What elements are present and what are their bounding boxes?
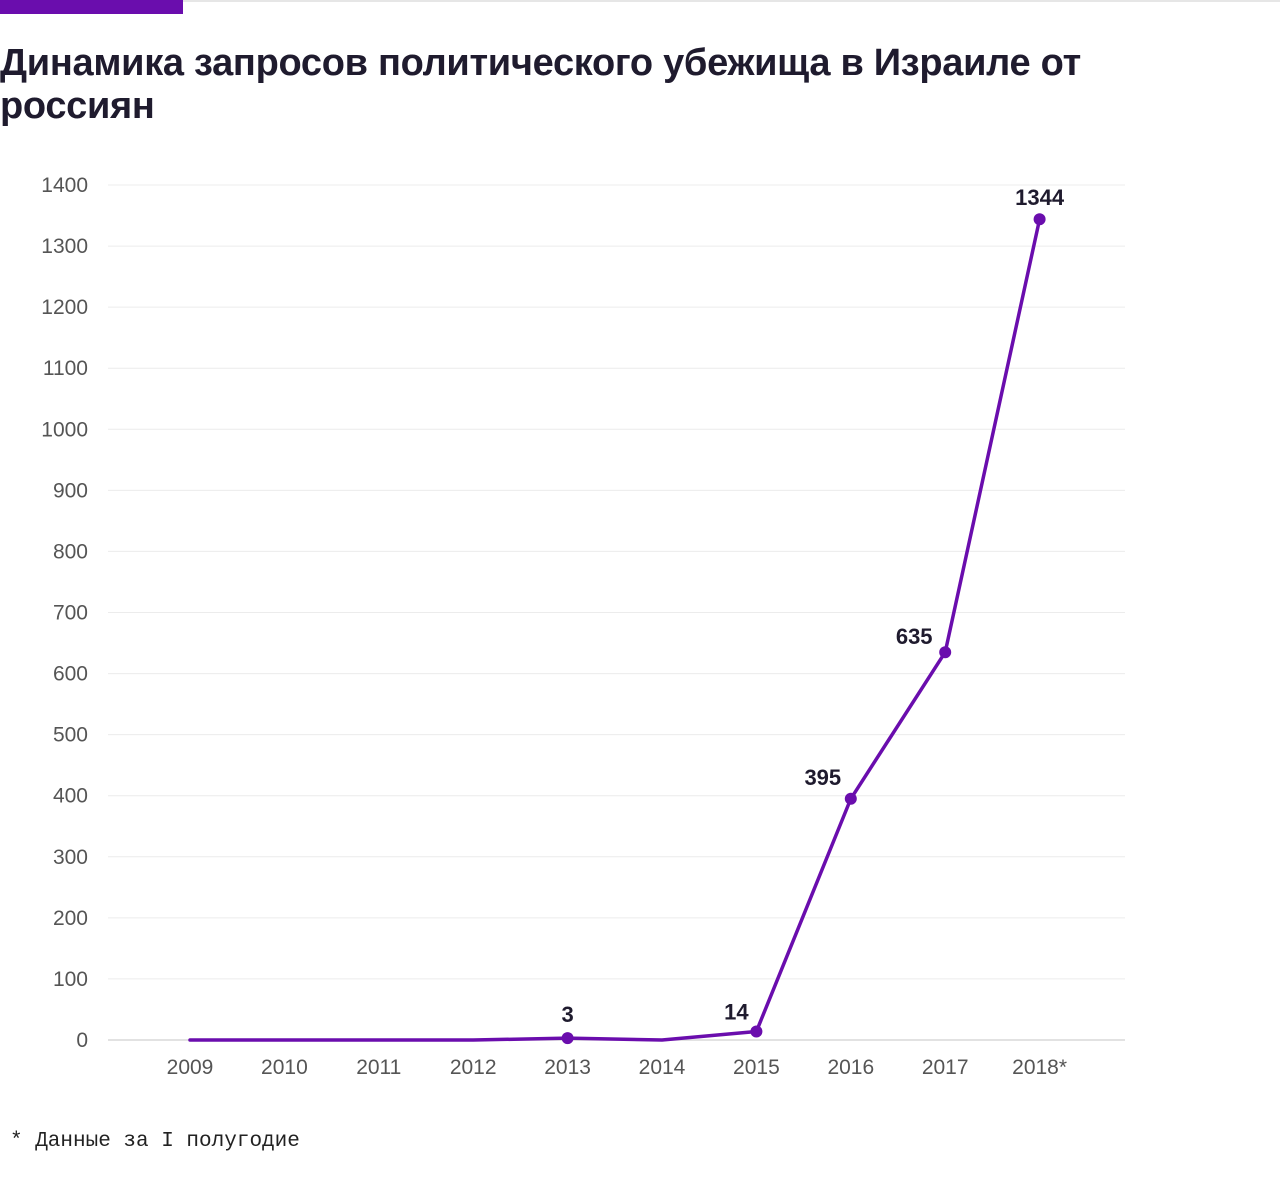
x-tick-label: 2013 [544,1056,591,1079]
data-label: 395 [804,765,841,790]
data-point [844,792,857,805]
line-chart: 0 100 200 300 400 500 600 700 800 900 1000 1100 1200… [41,174,1125,1079]
x-tick-label: 2018* [1012,1056,1067,1079]
y-tick-label: 600 [53,663,88,686]
x-tick-label: 2012 [450,1056,497,1079]
data-label: 14 [724,999,749,1024]
y-tick-label: 1100 [43,357,88,380]
x-tick-label: 2016 [827,1056,874,1079]
chart-title: Динамика запросов политического убежища … [0,42,1081,127]
data-point [1033,213,1046,226]
data-label: 1344 [1015,185,1065,210]
x-tick-label: 2015 [733,1056,780,1079]
y-tick-label: 0 [76,1029,88,1052]
y-tick-label: 900 [53,479,88,502]
y-tick-label: 300 [53,846,88,869]
x-tick-label: 2014 [639,1056,686,1079]
data-label: 635 [896,624,933,649]
y-tick-label: 500 [53,724,88,747]
y-tick-label: 200 [53,907,88,930]
accent-bar [0,0,183,14]
y-tick-label: 1000 [41,418,88,441]
x-tick-label: 2011 [356,1056,401,1079]
footnote: * Данные за I полугодие [10,1130,300,1153]
y-tick-label: 1400 [41,174,88,197]
y-tick-label: 100 [53,968,88,991]
data-point [561,1032,574,1045]
x-tick-label: 2010 [261,1056,308,1079]
x-tick-label: 2009 [167,1056,214,1079]
y-tick-label: 700 [53,602,88,625]
y-tick-label: 400 [53,785,88,808]
y-tick-label: 800 [53,540,88,563]
y-tick-label: 1300 [41,235,88,258]
top-divider [183,0,1280,2]
y-tick-label: 1200 [41,296,88,319]
data-label: 3 [561,1002,573,1027]
data-point [750,1025,763,1038]
data-point [939,646,952,659]
x-tick-label: 2017 [922,1056,969,1079]
series-line [188,217,1042,1042]
